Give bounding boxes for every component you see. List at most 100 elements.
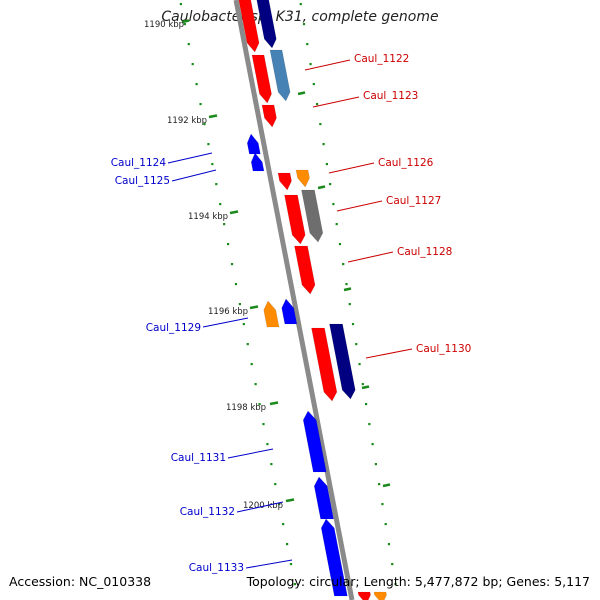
gene-block-orange [295, 169, 310, 188]
minor-tick-mark [297, 91, 306, 96]
gene-label-caul-1129: Caul_1129 [146, 322, 201, 334]
minor-tick-mark [382, 483, 391, 488]
gene-label-caul-1128: Caul_1128 [397, 246, 452, 258]
guide-dot [223, 223, 226, 226]
label-leader-line [171, 169, 217, 182]
label-leader-line [245, 559, 293, 569]
guide-dot [312, 83, 315, 86]
guide-dot [322, 143, 325, 146]
guide-dot [285, 543, 289, 546]
guide-dot [391, 563, 394, 566]
guide-dot [219, 203, 222, 206]
guide-dot [187, 43, 190, 46]
guide-dot [250, 363, 253, 366]
label-leader-line [236, 501, 284, 513]
genome-summary: Topology: circular; Length: 5,477,872 bp… [246, 574, 590, 589]
guide-dot [282, 523, 285, 526]
label-leader-line [365, 348, 413, 359]
gene-block-orange [373, 591, 387, 600]
gene-block-navy [256, 0, 277, 49]
guide-dot [278, 503, 281, 506]
guide-dot [309, 63, 312, 66]
guide-dot [203, 123, 206, 126]
guide-dot [351, 323, 355, 326]
minor-tick-mark [343, 287, 352, 292]
minor-tick-mark [361, 385, 370, 390]
guide-dot [319, 123, 322, 126]
guide-dot [302, 23, 306, 26]
guide-dot [342, 263, 345, 266]
guide-dot [364, 403, 368, 406]
label-leader-line [336, 200, 383, 212]
kbp-tick-label: 1194 kbp [188, 212, 228, 222]
label-leader-line [304, 59, 351, 71]
gene-block-orange [263, 300, 280, 328]
gene-label-caul-1125: Caul_1125 [115, 175, 170, 187]
guide-dot [387, 543, 391, 546]
gene-block-red [238, 0, 260, 53]
guide-dot [274, 483, 277, 486]
gene-label-caul-1123: Caul_1123 [363, 90, 418, 102]
guide-dot [199, 103, 202, 106]
gene-label-caul-1127: Caul_1127 [386, 195, 441, 207]
gene-label-caul-1133: Caul_1133 [189, 562, 244, 574]
kbp-tick-mark [249, 305, 259, 310]
guide-dot [329, 183, 332, 186]
guide-dot [266, 443, 269, 446]
kbp-tick-mark [269, 401, 279, 406]
gene-block-steelblue [269, 49, 291, 102]
guide-dot [215, 183, 218, 186]
kbp-tick-label: 1190 kbp [144, 20, 184, 30]
gene-block-red [357, 591, 371, 600]
label-leader-line [167, 152, 213, 164]
guide-dot [258, 403, 261, 406]
dotted-guides [179, 3, 397, 586]
guide-dot [207, 143, 210, 146]
guide-dot [384, 523, 387, 526]
guide-dot [242, 323, 245, 326]
guide-dot [335, 223, 338, 226]
gene-block-blue [320, 518, 348, 597]
guide-dot [368, 423, 371, 426]
guide-dot [332, 203, 335, 206]
gene-label-caul-1124: Caul_1124 [111, 157, 167, 169]
guide-dot [195, 83, 198, 86]
guide-dot [183, 23, 186, 26]
gene-block-red [277, 172, 292, 191]
guide-dot [325, 163, 328, 166]
gene-block-red [261, 104, 277, 128]
label-leader-line [202, 317, 249, 328]
minor-tick-mark [317, 185, 326, 190]
map-title: Caulobacter sp. K31, complete genome [161, 9, 439, 25]
kbp-tick-label: 1198 kbp [226, 403, 266, 413]
gene-block-red [311, 327, 338, 402]
label-leader-line [227, 448, 274, 459]
guide-dot [230, 263, 234, 266]
guide-dot [345, 283, 348, 286]
gene-block-blue [246, 133, 261, 155]
gene-label-caul-1126: Caul_1126 [378, 157, 434, 169]
guide-dot [306, 43, 309, 46]
kbp-tick-label: 1196 kbp [208, 307, 248, 317]
gene-block-grey [301, 189, 324, 243]
gene-block-blue [313, 476, 334, 520]
accession-text: Accession: NC_010338 [9, 574, 152, 589]
gene-label-caul-1131: Caul_1131 [171, 452, 226, 464]
guide-dot [315, 103, 319, 106]
guide-dot [238, 303, 241, 306]
guide-dot [381, 503, 384, 506]
guide-dot [355, 343, 358, 346]
guide-dot [293, 583, 297, 586]
gene-label-caul-1122: Caul_1122 [354, 53, 409, 65]
gene-block-navy [329, 323, 356, 400]
genome-backbone [233, 0, 355, 600]
guide-dot [378, 483, 381, 486]
gene-block-blue [250, 152, 265, 172]
gene-label-caul-1130: Caul_1130 [416, 343, 471, 355]
kbp-tick-mark [208, 114, 218, 119]
guide-dot [361, 383, 364, 386]
guide-dot [338, 243, 342, 246]
guide-dot [262, 423, 265, 426]
guide-dot [191, 63, 194, 66]
